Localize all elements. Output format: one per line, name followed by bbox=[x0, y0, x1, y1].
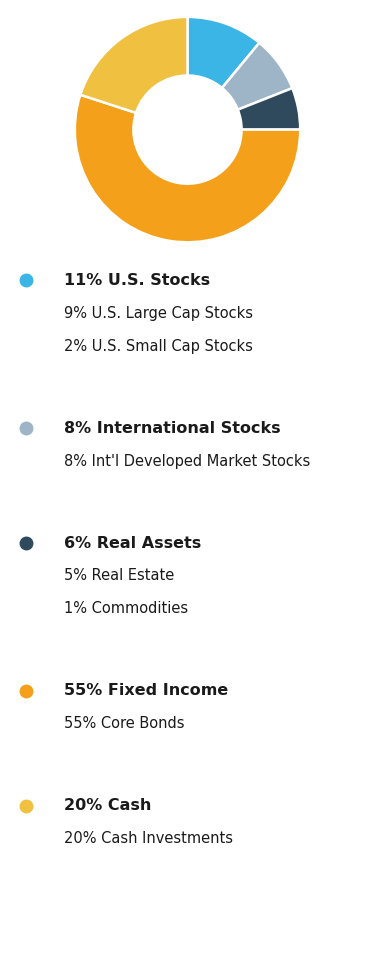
Wedge shape bbox=[222, 43, 292, 109]
Text: 8% Int'l Developed Market Stocks: 8% Int'l Developed Market Stocks bbox=[64, 453, 310, 468]
Wedge shape bbox=[80, 17, 188, 113]
Text: 9% U.S. Large Cap Stocks: 9% U.S. Large Cap Stocks bbox=[64, 305, 253, 321]
Wedge shape bbox=[75, 95, 300, 242]
Text: 5% Real Estate: 5% Real Estate bbox=[64, 568, 174, 584]
Wedge shape bbox=[238, 88, 300, 130]
Text: 55% Fixed Income: 55% Fixed Income bbox=[64, 684, 228, 698]
Text: 20% Cash Investments: 20% Cash Investments bbox=[64, 831, 233, 847]
Text: 2% U.S. Small Cap Stocks: 2% U.S. Small Cap Stocks bbox=[64, 339, 253, 353]
Text: 1% Commodities: 1% Commodities bbox=[64, 601, 188, 616]
Wedge shape bbox=[188, 17, 260, 88]
Text: 8% International Stocks: 8% International Stocks bbox=[64, 420, 280, 436]
Text: 55% Core Bonds: 55% Core Bonds bbox=[64, 716, 184, 732]
Text: 20% Cash: 20% Cash bbox=[64, 799, 151, 813]
Text: 6% Real Assets: 6% Real Assets bbox=[64, 536, 201, 550]
Text: 11% U.S. Stocks: 11% U.S. Stocks bbox=[64, 273, 210, 288]
